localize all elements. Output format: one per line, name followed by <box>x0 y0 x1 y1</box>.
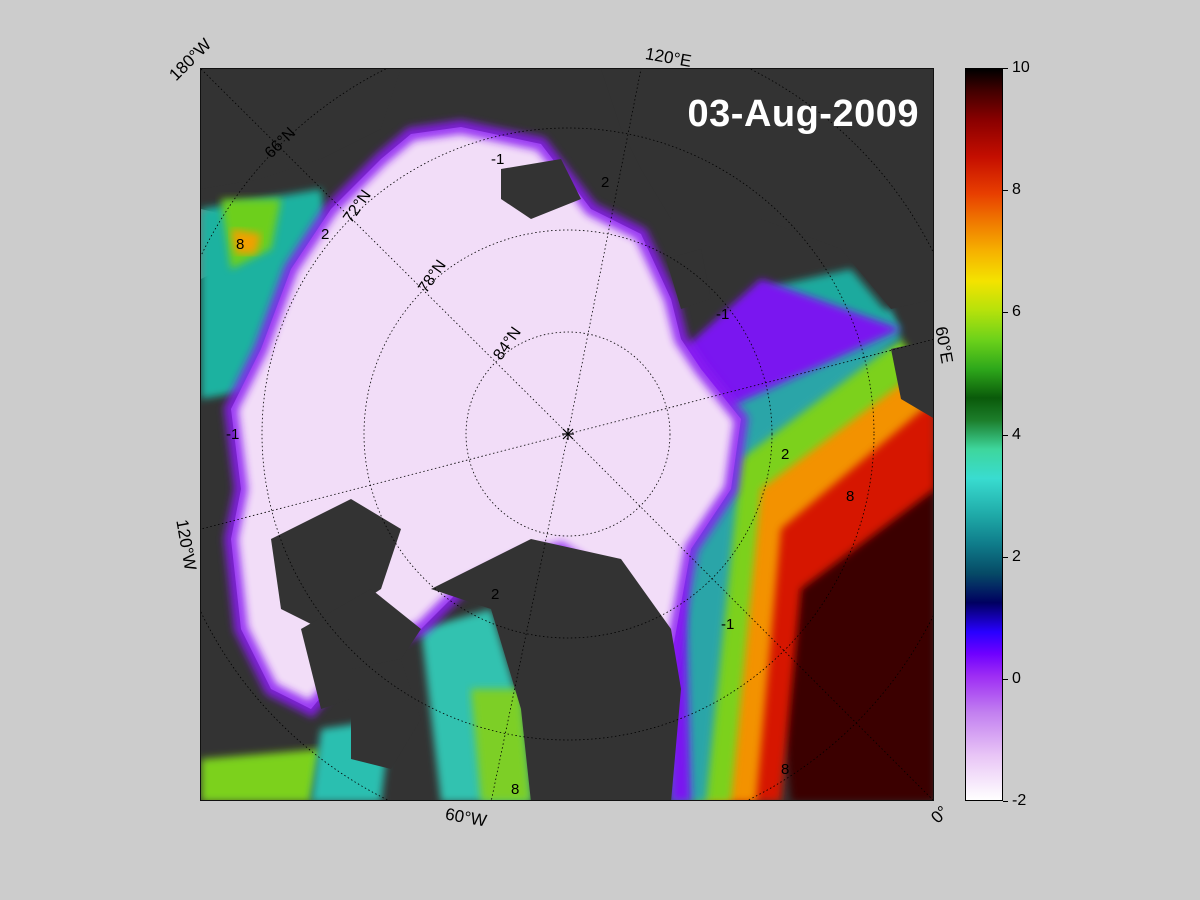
map-canvas: -1 2 -1 2 8 8 -1 2 8 -1 2 8 78°N 84°N 72… <box>201 69 933 800</box>
colorbar-tick <box>1003 190 1008 192</box>
land-island <box>501 159 581 219</box>
land-novaya-zemlya <box>666 249 711 309</box>
colorbar-tick-label: 6 <box>1012 303 1021 321</box>
colorbar-tick-label: 0 <box>1012 669 1021 687</box>
land-scandinavia <box>891 339 933 418</box>
lon-label-60w: 60°W <box>443 804 489 831</box>
north-pole-marker <box>562 428 574 440</box>
colorbar-tick <box>1003 801 1008 802</box>
lon-label-120w: 120°W <box>172 518 200 572</box>
colorbar <box>965 68 1003 801</box>
contour-label: 2 <box>491 586 499 603</box>
colorbar-tick <box>1003 434 1008 436</box>
colorbar-tick-label: 4 <box>1012 425 1021 443</box>
contour-label: -1 <box>491 151 504 168</box>
contour-label: -1 <box>716 306 729 323</box>
contour-label: 8 <box>781 761 789 778</box>
contour-labels: -1 2 -1 2 8 8 -1 2 8 -1 2 8 <box>226 151 854 798</box>
graticule <box>201 69 933 800</box>
sst-orange-band <box>231 229 261 254</box>
contour-label: 2 <box>601 174 609 191</box>
sst-baffin-green <box>471 689 531 800</box>
contour-label: 2 <box>781 446 789 463</box>
colorbar-tick <box>1003 68 1008 69</box>
contour-label: -1 <box>721 616 734 633</box>
colorbar-tick-label: 8 <box>1012 181 1021 199</box>
contour-label: 2 <box>321 226 329 243</box>
land-archipelago <box>351 659 421 769</box>
colorbar-tick <box>1003 556 1008 558</box>
date-title: 03-Aug-2009 <box>687 93 919 135</box>
colorbar-tick-label: 2 <box>1012 547 1021 565</box>
contour-label: 8 <box>846 488 854 505</box>
land-siberia <box>601 69 933 309</box>
land-alaska <box>201 69 401 189</box>
lat-circle-72n <box>261 127 875 741</box>
contour-label: -1 <box>226 426 239 443</box>
contour-label: 8 <box>511 781 519 798</box>
meridian-line <box>567 433 933 800</box>
contour-label: 8 <box>236 236 244 253</box>
meridian-line <box>491 433 569 800</box>
colorbar-tick-label: -2 <box>1012 792 1027 809</box>
colorbar-tick-label: 10 <box>1012 59 1030 76</box>
sst-green-band <box>691 339 921 800</box>
colorbar-tick <box>1003 312 1008 314</box>
lat-circle-78n <box>363 229 773 639</box>
lat-circle-84n <box>465 331 671 537</box>
land-greenland <box>431 539 681 800</box>
sst-green-band <box>201 749 321 800</box>
land-archipelago <box>301 589 421 709</box>
lon-label-0: 0° <box>927 802 953 828</box>
colorbar-tick <box>1003 678 1008 680</box>
lon-label-60e: 60°E <box>931 325 957 365</box>
map-panel: -1 2 -1 2 8 8 -1 2 8 -1 2 8 78°N 84°N 72… <box>200 68 934 801</box>
